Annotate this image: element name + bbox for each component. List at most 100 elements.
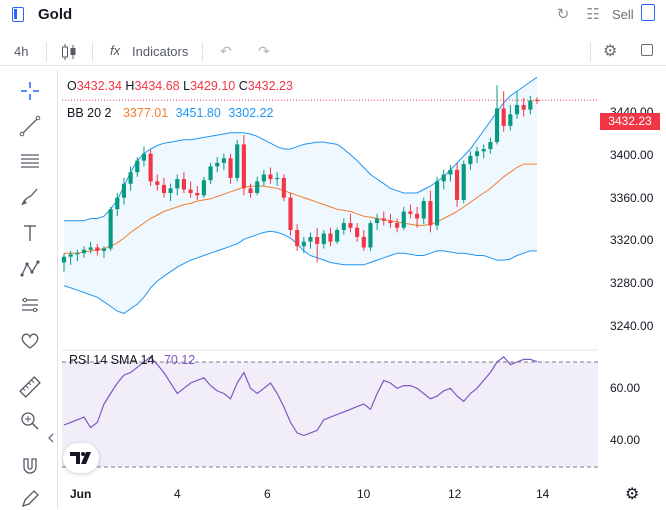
ruler-icon[interactable]: [19, 376, 41, 398]
indicators-button[interactable]: Indicators: [132, 44, 189, 59]
heart-icon[interactable]: [19, 330, 41, 352]
pencil-lock-icon[interactable]: [19, 488, 41, 510]
crosshair-icon[interactable]: [19, 80, 41, 102]
candle-body: [221, 158, 226, 163]
rsi-tick: 60.00: [610, 381, 641, 395]
settings-icon[interactable]: ⚙: [603, 43, 618, 60]
candle-body: [401, 211, 406, 228]
rsi-legend: RSI 14 SMA 14 70.12: [69, 353, 195, 367]
divider: [590, 42, 591, 62]
candle-body: [428, 201, 433, 226]
grid-icon[interactable]: ☷: [586, 6, 600, 23]
bb-basis-value: 3377.01: [122, 106, 169, 120]
candle-body: [355, 227, 360, 237]
candle-body: [488, 142, 493, 150]
magnet-icon[interactable]: [19, 455, 41, 477]
candle-body: [368, 223, 373, 248]
candle-body: [335, 230, 340, 242]
drawing-toolbar: [0, 70, 58, 509]
candle-body: [395, 223, 400, 228]
timeframe-selector[interactable]: 4h: [14, 44, 29, 59]
candle-body: [101, 248, 107, 251]
zoom-icon[interactable]: [19, 410, 41, 432]
candle-body: [415, 213, 420, 219]
candle-body: [188, 189, 193, 194]
trend-line-icon[interactable]: [19, 115, 41, 137]
candle-body: [241, 144, 246, 189]
candle-body: [215, 162, 220, 167]
candle-body: [361, 236, 366, 248]
time-tick: 12: [448, 487, 462, 501]
candle-body: [201, 180, 206, 196]
candle-body: [81, 249, 87, 254]
candle-body: [435, 181, 440, 226]
redo-icon[interactable]: ↷: [258, 43, 270, 59]
panel-icon[interactable]: [641, 4, 655, 21]
time-tick: 14: [536, 487, 550, 501]
candle-body: [235, 144, 240, 178]
high-label: H: [125, 79, 135, 93]
candle-body: [321, 233, 326, 244]
bb-label: BB 20 2: [67, 106, 112, 120]
tv-logo-icon: [70, 452, 91, 464]
candle-body: [295, 230, 300, 247]
candle-body: [115, 197, 120, 210]
candle-body: [288, 197, 293, 231]
pattern-icon[interactable]: [19, 258, 41, 280]
fullscreen-icon[interactable]: [641, 44, 653, 56]
candle-body: [474, 151, 480, 156]
candle-body: [175, 179, 180, 189]
tradingview-logo[interactable]: [63, 443, 99, 473]
refresh-icon[interactable]: ↻: [556, 6, 570, 23]
gear-icon[interactable]: ⚙: [625, 486, 640, 503]
candle-body: [141, 153, 147, 161]
time-tick: 6: [264, 487, 271, 501]
price-tick: 3400.00: [610, 148, 654, 162]
candle-body: [381, 218, 386, 221]
candles-icon[interactable]: [60, 42, 78, 62]
candle-body: [281, 177, 286, 198]
brush-icon[interactable]: [19, 186, 41, 208]
candle-body: [268, 174, 273, 180]
candle-body: [514, 105, 520, 115]
bb-legend: BB 20 2 3377.01 3451.80 3302.22: [67, 106, 274, 120]
candle-body: [161, 184, 166, 194]
candle-body: [301, 241, 306, 247]
forecast-icon[interactable]: [19, 294, 41, 316]
symbol-icon[interactable]: [12, 7, 24, 22]
low-value: 3429.10: [190, 79, 236, 93]
candle-body: [195, 193, 200, 196]
fx-icon: fx: [110, 43, 121, 58]
candle-body: [181, 179, 186, 190]
close-label: C: [238, 79, 248, 93]
price-tick: 3280.00: [610, 276, 654, 290]
candle-body: [228, 158, 233, 178]
candle-body: [468, 155, 473, 165]
candle-body: [441, 174, 446, 182]
price-tick: 3240.00: [610, 319, 654, 333]
sell-button[interactable]: Sell: [612, 7, 634, 22]
open-label: O: [67, 79, 77, 93]
collapse-arrow-icon[interactable]: [46, 432, 56, 444]
time-tick: 4: [174, 487, 181, 501]
rsi-band-background: [62, 362, 598, 467]
candle-body: [155, 181, 160, 185]
candle-body: [328, 233, 333, 242]
candle-body: [454, 169, 460, 200]
rsi-line: [63, 355, 538, 437]
undo-icon[interactable]: ↶: [220, 43, 232, 59]
rsi-tick: 40.00: [610, 433, 641, 447]
time-tick: 10: [357, 487, 371, 501]
bb-basis-line: [64, 163, 537, 254]
text-icon[interactable]: [19, 222, 41, 244]
horizontal-lines-icon[interactable]: [19, 150, 41, 172]
candle-body: [121, 183, 127, 198]
candle-body: [248, 188, 253, 194]
candle-body: [315, 236, 320, 244]
candle-body: [128, 172, 133, 184]
close-value: 3432.23: [247, 79, 293, 93]
symbol-title[interactable]: Gold: [38, 6, 73, 23]
candle-body: [135, 160, 140, 173]
candle-body: [388, 220, 393, 224]
